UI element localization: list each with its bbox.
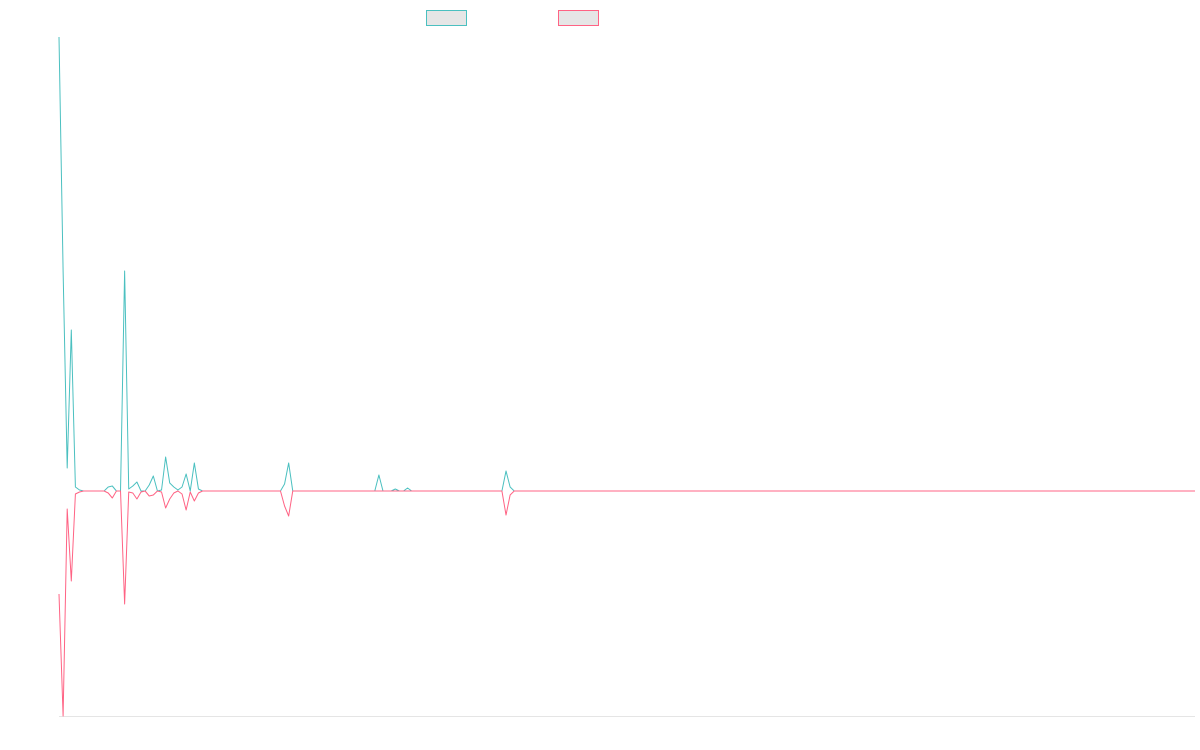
series-line (58, 490, 1195, 717)
legend-swatch (558, 10, 599, 26)
legend-swatch (426, 10, 467, 26)
series-line (58, 36, 1195, 492)
